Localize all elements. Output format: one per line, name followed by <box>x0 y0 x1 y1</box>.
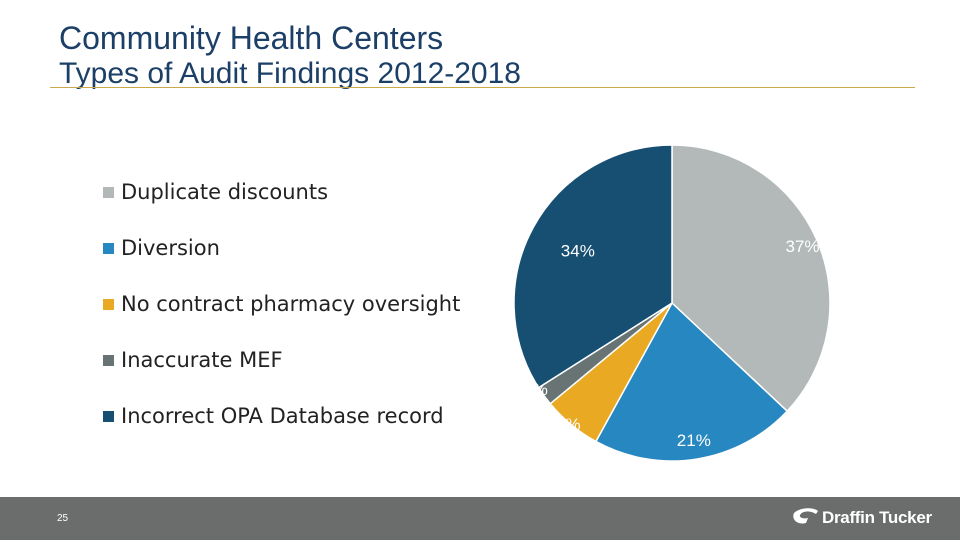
page-subtitle: Types of Audit Findings 2012-2018 <box>59 57 521 90</box>
legend-item-duplicate-discounts: Duplicate discounts <box>103 172 328 212</box>
legend-swatch <box>103 298 114 310</box>
footer-bar: 25 Draffin Tucker <box>0 497 960 540</box>
pie-slice-incorrect-opa-database-record <box>513 144 673 389</box>
legend-item-diversion: Diversion <box>103 228 220 268</box>
data-label-inaccurate-mef: 2% <box>523 380 548 399</box>
legend-label: Duplicate discounts <box>121 180 329 204</box>
pie-slice-duplicate-discounts <box>671 144 831 413</box>
company-logo: Draffin Tucker <box>790 505 932 531</box>
swoosh-icon <box>793 508 818 524</box>
legend-swatch <box>103 242 114 254</box>
data-label-diversion: 21% <box>677 431 711 450</box>
pie-chart: 37% 21% 6% 2% 34% <box>513 144 831 462</box>
legend-swatch <box>103 354 114 366</box>
page-number: 25 <box>57 513 69 524</box>
data-label-no-contract-pharmacy-oversight: 6% <box>556 415 581 434</box>
legend-swatch <box>103 186 114 198</box>
pie-slice-diversion <box>594 301 789 462</box>
logo-text: Draffin Tucker <box>822 508 932 527</box>
legend-swatch <box>103 410 114 422</box>
page-title: Community Health Centers <box>59 20 444 56</box>
pie-data-labels: 37% 21% 6% 2% 34% <box>523 237 819 450</box>
legend-item-inaccurate-mef: Inaccurate MEF <box>103 340 283 380</box>
data-label-incorrect-opa-database-record: 34% <box>561 242 595 261</box>
pie-slices <box>513 144 831 462</box>
legend-label: Inaccurate MEF <box>121 348 283 372</box>
legend-label: Incorrect OPA Database record <box>121 404 444 428</box>
legend-label: No contract pharmacy oversight <box>121 292 461 316</box>
data-label-duplicate-discounts: 37% <box>785 237 819 256</box>
legend-item-no-contract-pharmacy-oversight: No contract pharmacy oversight <box>103 284 460 324</box>
title-divider <box>50 87 915 88</box>
legend-label: Diversion <box>121 236 220 260</box>
legend-item-incorrect-opa-database-record: Incorrect OPA Database record <box>103 396 444 436</box>
